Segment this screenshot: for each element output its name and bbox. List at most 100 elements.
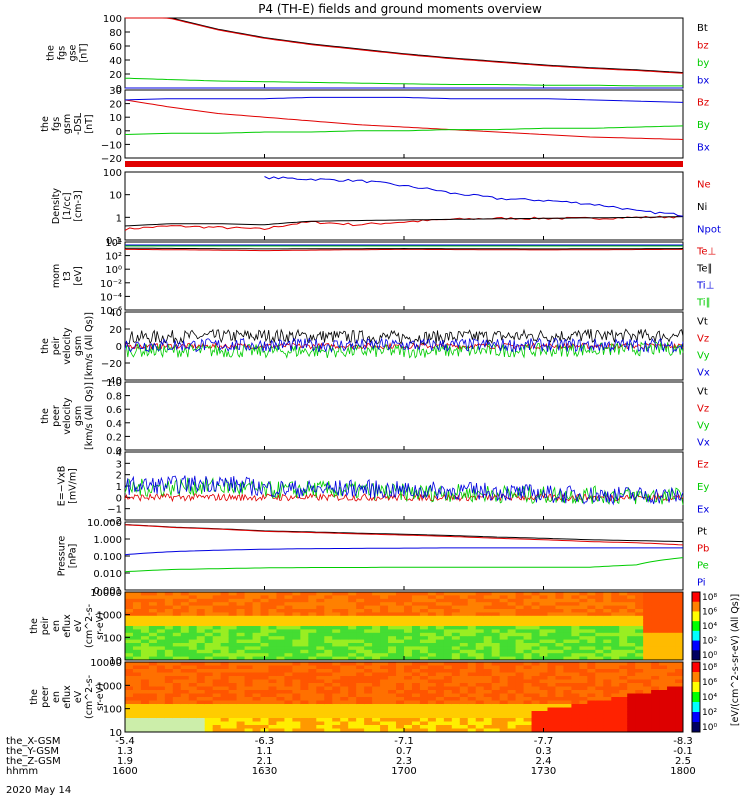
spectrogram-cell — [443, 714, 453, 719]
spectrogram-cell — [332, 619, 341, 624]
legend-entry: Ez — [697, 459, 709, 470]
spectrogram-cell — [340, 612, 349, 617]
spectrogram-cell — [284, 592, 293, 596]
spectrogram-cell — [220, 602, 230, 607]
series-line-Pt — [124, 524, 684, 543]
spectrogram-cell — [228, 725, 238, 729]
spectrogram-cell — [364, 609, 373, 613]
spectrogram-cell — [148, 669, 158, 673]
spectrogram-cell — [451, 636, 461, 641]
spectrogram-cell — [587, 704, 596, 708]
spectrogram-cell — [388, 636, 397, 641]
spectrogram-cell — [483, 646, 493, 651]
spectrogram-cell — [196, 619, 206, 624]
spectrogram-cell — [611, 676, 620, 680]
spectrogram-cell — [635, 649, 644, 654]
spectrogram-cell — [236, 615, 246, 620]
spectrogram-cell — [507, 653, 517, 658]
spectrogram-cell — [316, 609, 325, 613]
spectrogram-cell — [427, 632, 437, 637]
spectrogram-cell — [132, 728, 142, 733]
spectrogram-cell — [667, 615, 676, 620]
spectrogram-cell — [148, 662, 158, 666]
spectrogram-cell — [148, 636, 158, 641]
spectrogram-cell — [451, 592, 461, 596]
spectrogram-cell — [316, 632, 325, 637]
spectrogram-cell — [587, 686, 596, 691]
spectrogram-cell — [627, 707, 636, 712]
spectrogram-cell — [539, 700, 548, 705]
spectrogram-cell — [635, 728, 644, 733]
spectrogram-cell — [316, 718, 325, 722]
spectrogram-cell — [220, 632, 230, 637]
spectrogram-cell — [380, 725, 389, 729]
spectrogram-cell — [427, 598, 437, 603]
spectrogram-cell — [252, 605, 262, 610]
spectrogram-cell — [643, 653, 652, 658]
spectrogram-cell — [555, 690, 564, 694]
spectrogram-cell — [643, 612, 652, 617]
spectrogram-cell — [364, 612, 373, 617]
spectrogram-cell — [172, 622, 182, 627]
spectrogram-cell — [196, 665, 206, 670]
spectrogram-cell — [372, 649, 381, 654]
spectrogram-cell — [587, 693, 596, 698]
spectrogram-cell — [491, 595, 501, 600]
spectrogram-cell — [467, 676, 477, 680]
spectrogram-cell — [659, 598, 668, 603]
spectrogram-cell — [220, 646, 230, 651]
spectrogram-cell — [627, 643, 636, 647]
spectrogram-cell — [212, 700, 222, 705]
spectrogram-cell — [228, 639, 238, 644]
spectrogram-cell — [276, 629, 285, 634]
spectrogram-cell — [507, 615, 517, 620]
spectrogram-cell — [276, 615, 285, 620]
y-tick-label: 1 — [116, 482, 122, 493]
spectrogram-cell — [188, 690, 198, 694]
series-line-Ex — [124, 475, 684, 506]
spectrogram-cell — [515, 595, 525, 600]
spectrogram-cell — [244, 700, 254, 705]
spectrogram-cell — [523, 700, 533, 705]
spectrogram-cell — [324, 619, 333, 624]
spectrogram-cell — [427, 690, 437, 694]
spectrogram-cell — [443, 639, 453, 644]
spectrogram-cell — [188, 683, 198, 687]
spectrogram-cell — [523, 632, 533, 637]
spectrogram-cell — [276, 693, 285, 698]
spectrogram-cell — [587, 656, 596, 661]
spectrogram-cell — [443, 707, 453, 712]
spectrogram-cell — [667, 632, 676, 637]
spectrogram-cell — [268, 679, 277, 684]
spectrogram-cell — [356, 697, 365, 701]
spectrogram-cell — [435, 665, 445, 670]
spectrogram-cell — [675, 612, 684, 617]
spectrogram-cell — [427, 595, 437, 600]
spectrogram-cell — [659, 672, 668, 677]
spectrogram-cell — [491, 592, 501, 596]
spectrogram-cell — [667, 602, 676, 607]
spectrogram-cell — [515, 626, 525, 630]
spectrogram-cell — [619, 612, 628, 617]
spectrogram-cell — [571, 697, 580, 701]
spectrogram-cell — [643, 609, 652, 613]
spectrogram-cell — [675, 619, 684, 624]
spectrogram-cell — [659, 697, 668, 701]
spectrogram-cell — [396, 639, 405, 644]
spectrogram-cell — [372, 672, 381, 677]
spectrogram-cell — [268, 721, 277, 726]
spectrogram-cell — [156, 711, 166, 715]
spectrogram-cell — [372, 612, 381, 617]
spectrogram-cell — [651, 626, 660, 630]
y-axis-label: peir — [51, 337, 62, 356]
spectrogram-cell — [659, 612, 668, 617]
y-tick-label: 0.010 — [93, 569, 122, 580]
spectrogram-cell — [372, 721, 381, 726]
spectrogram-cell — [340, 615, 349, 620]
spectrogram-cell — [164, 721, 174, 726]
spectrogram-cell — [635, 665, 644, 670]
spectrogram-cell — [244, 595, 254, 600]
spectrogram-cell — [140, 615, 150, 620]
colorbar-tick-label: 10⁸ — [702, 663, 717, 673]
spectrogram-cell — [563, 665, 572, 670]
